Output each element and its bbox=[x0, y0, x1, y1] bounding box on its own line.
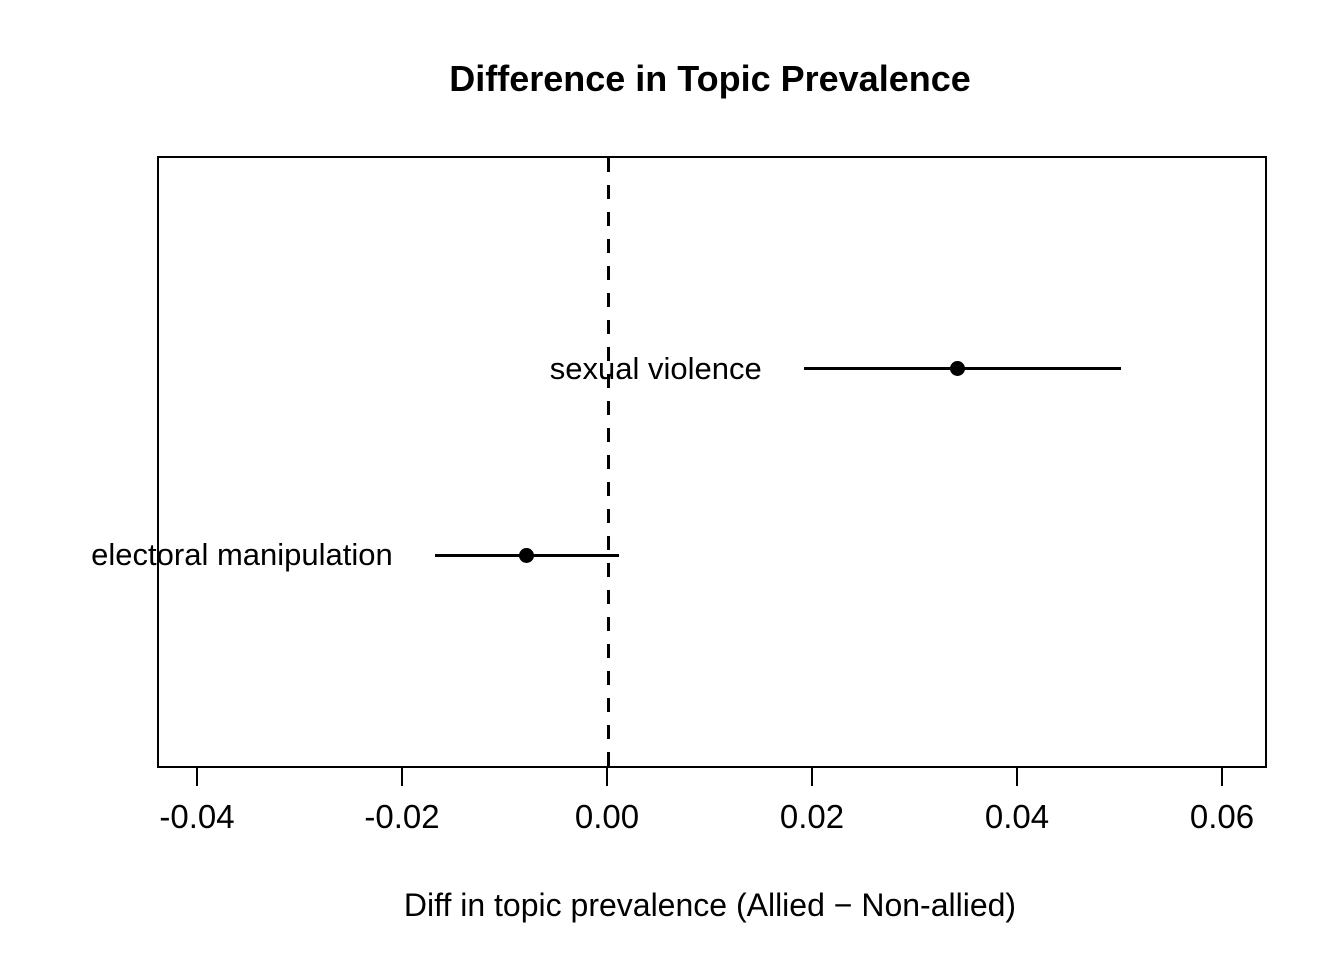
x-tick bbox=[605, 766, 608, 786]
x-tick-label: -0.04 bbox=[159, 798, 235, 835]
plot-area: sexual violence electoral manipulation bbox=[91, 156, 1267, 768]
x-tick-label: 0.06 bbox=[1189, 798, 1255, 835]
estimate-dot bbox=[519, 547, 535, 563]
x-tick-label: -0.02 bbox=[364, 798, 440, 835]
x-tick bbox=[1015, 766, 1018, 786]
zero-reference-line bbox=[607, 158, 611, 766]
estimate-dot bbox=[949, 361, 965, 377]
topic-label: sexual violence bbox=[549, 350, 762, 386]
x-tick-label: 0.00 bbox=[574, 798, 640, 835]
x-axis: -0.04 -0.02 0.00 0.02 0.04 0.06 bbox=[157, 766, 1263, 866]
x-tick bbox=[1220, 766, 1223, 786]
x-tick bbox=[810, 766, 813, 786]
topic-label: electoral manipulation bbox=[91, 537, 393, 573]
chart-title: Difference in Topic Prevalence bbox=[449, 58, 971, 99]
x-axis-title: Diff in topic prevalence (Allied − Non-a… bbox=[403, 887, 1017, 923]
x-tick bbox=[400, 766, 403, 786]
x-tick bbox=[195, 766, 198, 786]
x-tick-label: 0.02 bbox=[779, 798, 845, 835]
x-tick-label: 0.04 bbox=[984, 798, 1050, 835]
